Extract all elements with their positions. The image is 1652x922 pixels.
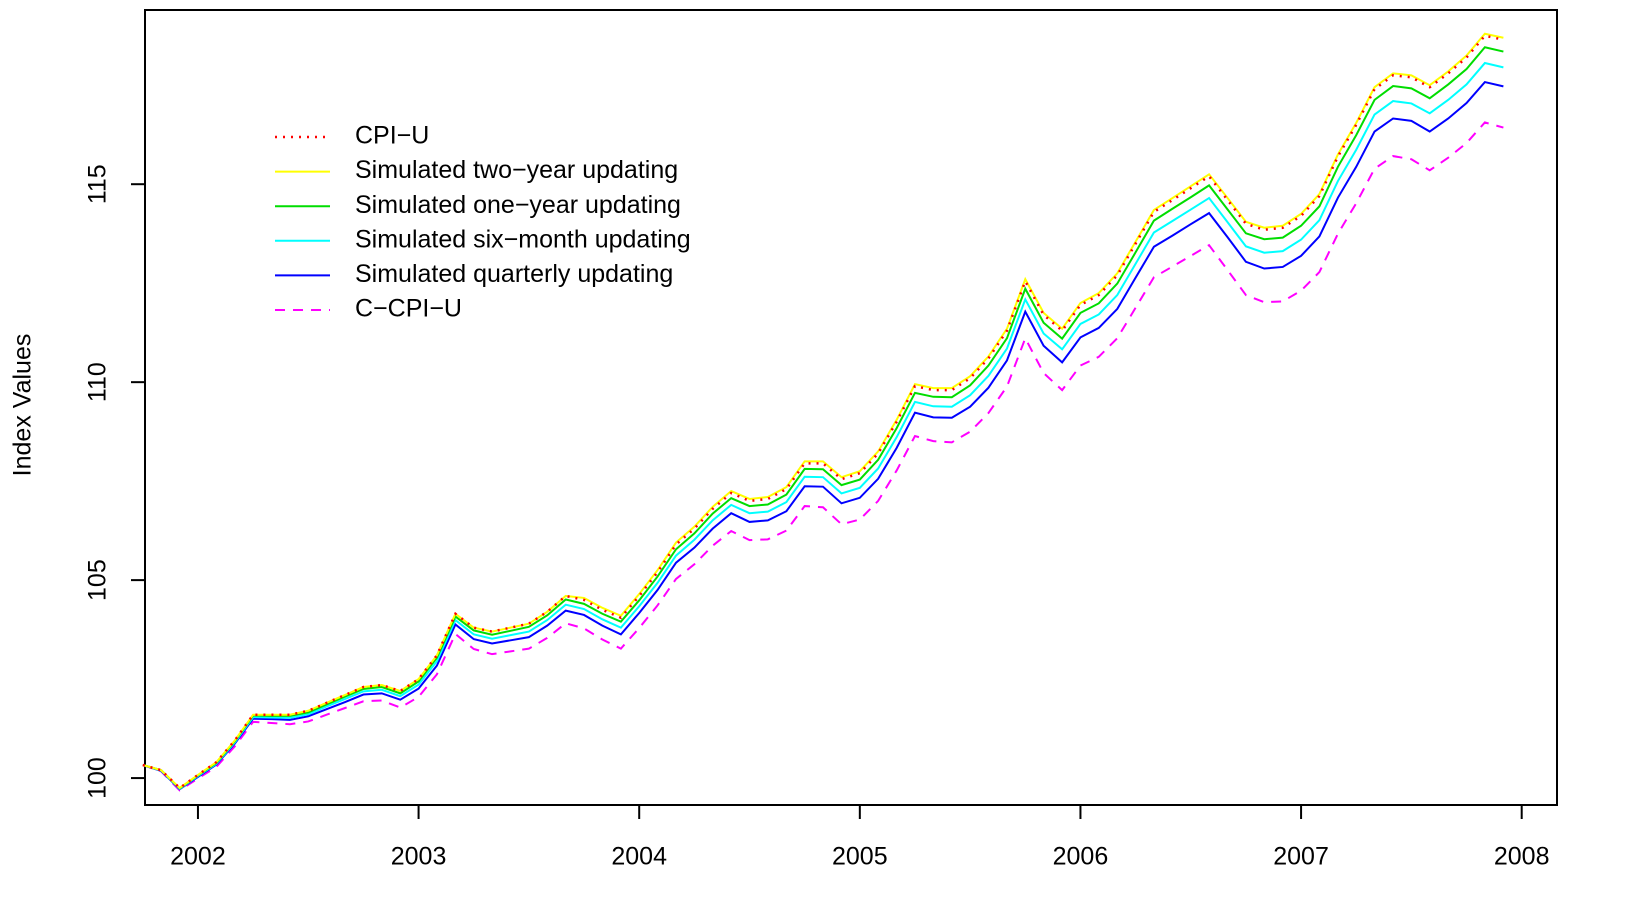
legend-label: Simulated six−month updating (355, 225, 691, 253)
series-line (142, 34, 1504, 790)
series-line (142, 46, 1504, 790)
x-tick-label: 2002 (170, 843, 226, 871)
legend-label: CPI−U (355, 122, 429, 150)
y-tick-label: 115 (84, 164, 112, 204)
y-tick-label: 100 (84, 757, 112, 799)
x-tick-label: 2007 (1273, 843, 1329, 871)
x-tick-label: 2006 (1053, 843, 1109, 871)
ticks: 2002 2003 2004 2005 2006 2007 2008 100 105 110 115 (84, 164, 1550, 870)
series-line (142, 61, 1504, 791)
y-axis-label: Index Values (9, 334, 37, 477)
series-line (142, 121, 1504, 792)
x-tick-label: 2003 (391, 843, 447, 871)
series-line (142, 32, 1504, 790)
legend-label: Simulated one−year updating (355, 191, 681, 219)
legend-label: Simulated two−year updating (355, 156, 678, 184)
plot-frame (144, 9, 1558, 806)
legend-label: Simulated quarterly updating (355, 260, 673, 288)
x-tick-label: 2004 (611, 843, 667, 871)
x-tick-label: 2005 (832, 843, 888, 871)
legend: CPI−U Simulated two−year updating Simulate… (275, 122, 691, 323)
legend-label: C−CPI−U (355, 295, 462, 323)
series-line (142, 80, 1504, 791)
x-tick-label: 2008 (1494, 843, 1550, 871)
y-tick-label: 110 (84, 362, 112, 402)
y-tick-label: 105 (84, 559, 112, 601)
lines (142, 32, 1504, 792)
